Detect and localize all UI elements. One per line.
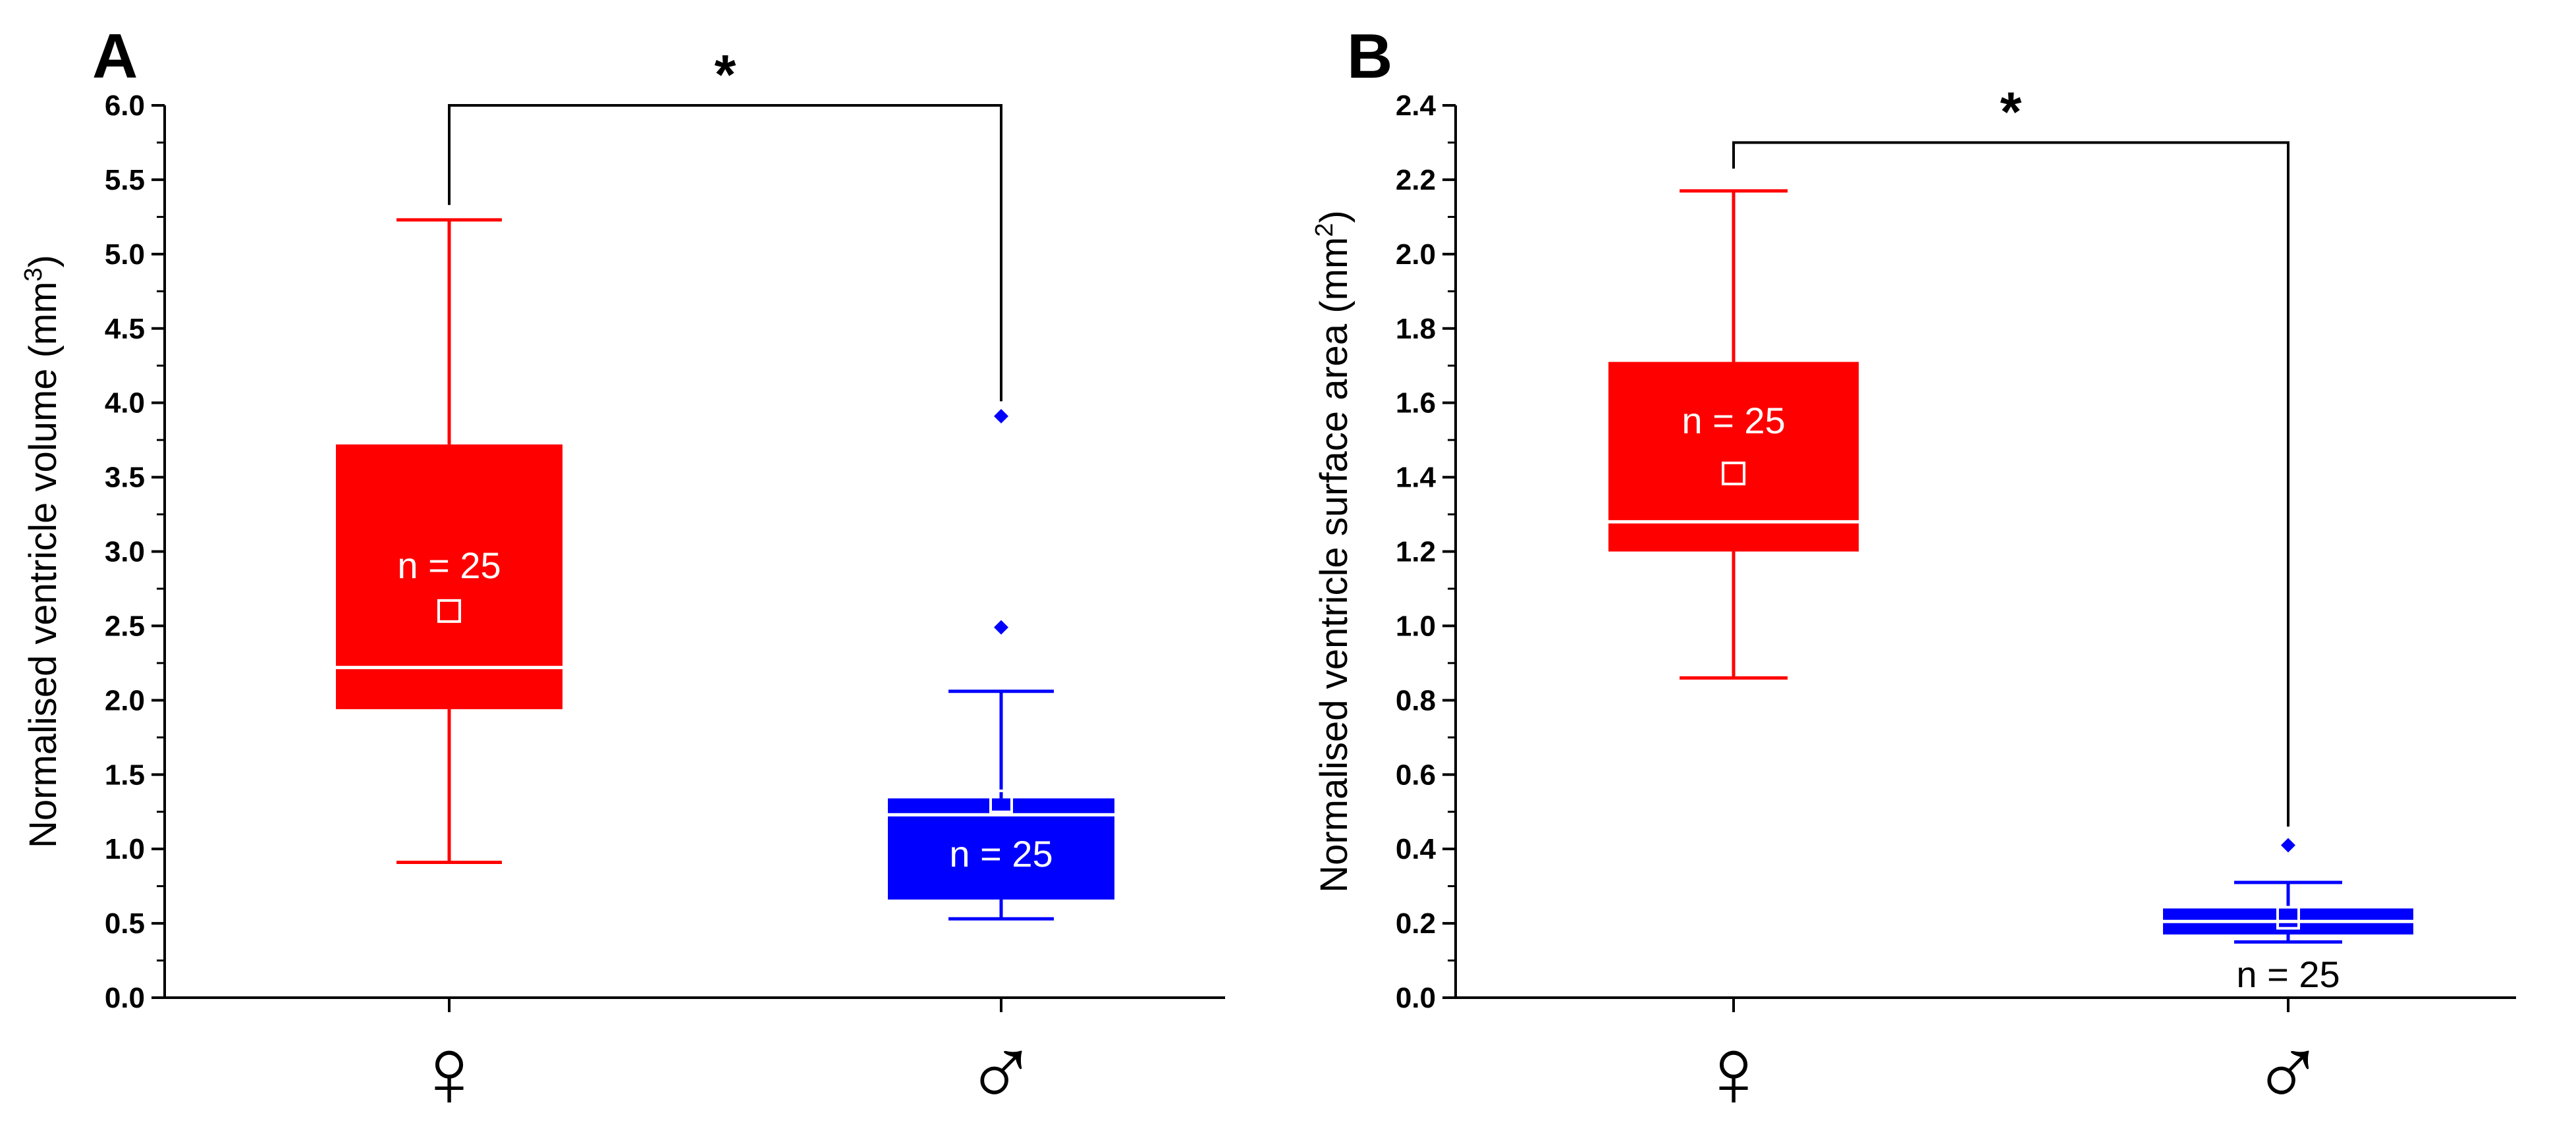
mean-marker <box>989 789 1013 813</box>
outlier-point <box>994 408 1008 423</box>
y-tick-label: 4.5 <box>105 313 145 345</box>
sample-size-label: n = 25 <box>2236 954 2340 995</box>
y-tick-label: 0.5 <box>105 907 145 940</box>
y-tick-label: 2.5 <box>105 610 145 642</box>
y-tick-label: 5.0 <box>105 238 145 271</box>
mean-marker <box>2276 905 2300 930</box>
mean-marker <box>1722 461 1745 485</box>
y-tick-label: 2.0 <box>1396 238 1436 271</box>
mean-marker <box>437 599 461 623</box>
y-axis-label-text: Normalised ventricle volume (mm <box>22 281 65 848</box>
outlier-point <box>994 620 1008 635</box>
y-axis-label: Normalised ventricle surface area (mm2) <box>1311 210 1356 892</box>
female-symbol-label: ♀ <box>1697 1017 1771 1127</box>
outlier-point <box>2281 838 2295 853</box>
y-tick-label: 0.4 <box>1396 833 1437 865</box>
y-tick-label: 1.8 <box>1396 313 1436 345</box>
iqr-box <box>336 444 562 709</box>
iqr-box <box>1608 362 1859 552</box>
y-axis-label-superscript: 3 <box>20 267 47 281</box>
male-symbol-label: ♂ <box>2251 1017 2326 1127</box>
y-tick-label: 1.0 <box>1396 610 1436 642</box>
box-male: ♂ n = 25 <box>888 408 1114 1127</box>
y-tick-label: 0.0 <box>105 982 145 1014</box>
female-symbol-label: ♀ <box>412 1017 487 1127</box>
significance-asterisk: * <box>2000 80 2022 142</box>
significance-bracket <box>1732 141 2289 827</box>
y-tick-label: 1.4 <box>1396 462 1437 494</box>
box-male: ♂ n = 25 <box>2163 838 2413 1127</box>
male-symbol-label: ♂ <box>964 1017 1039 1127</box>
y-tick-label: 3.5 <box>105 462 145 494</box>
y-tick-label: 1.0 <box>105 833 145 865</box>
significance-bracket <box>448 104 1002 402</box>
significance-asterisk: * <box>715 43 736 105</box>
y-tick-label: 0.8 <box>1396 684 1436 716</box>
y-tick-label: 5.5 <box>105 164 145 196</box>
box-female: ♀ n = 25 <box>336 218 562 1127</box>
sample-size-label: n = 25 <box>949 833 1053 875</box>
sample-size-label: n = 25 <box>397 545 501 586</box>
y-axis-label-superscript: 2 <box>1311 223 1338 237</box>
y-tick-label: 2.2 <box>1396 164 1436 196</box>
y-axis-label-end: ) <box>22 255 65 267</box>
y-tick-label: 0.0 <box>1396 982 1436 1014</box>
y-tick-label: 0.6 <box>1396 759 1436 791</box>
y-tick-label: 4.0 <box>105 387 145 419</box>
box-female: ♀ n = 25 <box>1608 189 1859 1127</box>
y-axis-label: Normalised ventricle volume (mm3) <box>20 255 65 848</box>
y-axis-label-text: Normalised ventricle surface area (mm <box>1313 237 1356 893</box>
panel-a: A 0.0 0.5 1.0 1.5 2.0 2.5 3.0 3.5 4.0 4.5 5.0 5.5 6.0… <box>20 21 1225 1127</box>
y-tick-label: 3.0 <box>105 536 145 568</box>
panel-b: B 0.0 0.2 0.4 0.6 0.8 1.0 1.2 1.4 1.6 1.8 2.0 2.2 2.4… <box>1311 21 2516 1127</box>
panel-letter: A <box>92 21 138 92</box>
y-tick-label: 2.4 <box>1396 90 1437 122</box>
y-tick-label: 1.5 <box>105 759 145 791</box>
y-tick-label: 1.2 <box>1396 536 1436 568</box>
y-tick-label: 1.6 <box>1396 387 1436 419</box>
y-axis-label-end: ) <box>1313 210 1356 223</box>
y-tick-label: 6.0 <box>105 90 145 122</box>
y-tick-label: 0.2 <box>1396 907 1436 940</box>
y-tick-label: 2.0 <box>105 684 145 716</box>
panel-letter: B <box>1347 21 1392 92</box>
sample-size-label: n = 25 <box>1682 400 1785 441</box>
